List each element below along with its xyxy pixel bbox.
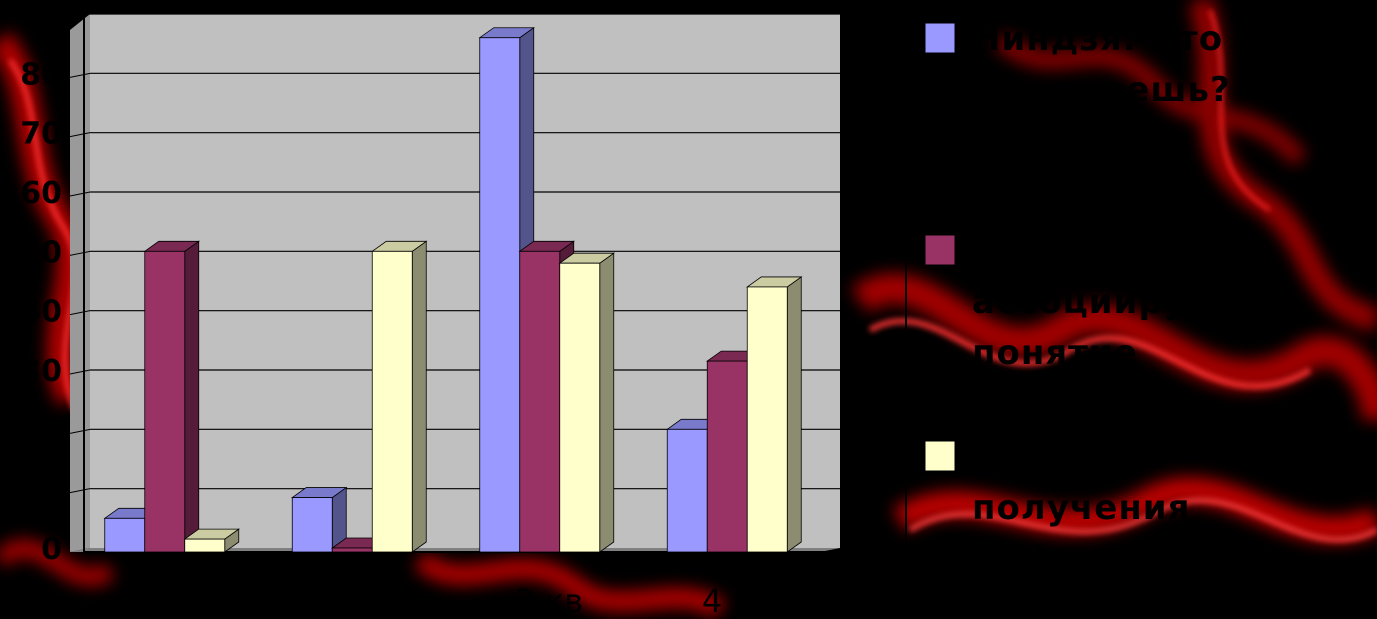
legend-swatch [924,234,956,266]
legend-label: "Ниндзя" [972,384,1160,424]
bar [746,276,803,553]
bar [143,240,200,553]
bar [183,528,240,553]
legend-label: Источник [972,437,1165,477]
gridline-side [69,250,91,256]
gridline-side [69,13,91,19]
y-tick-label: 80 [20,57,62,92]
bar [558,252,615,553]
y-tick-label: 20 [20,413,62,448]
plot-side-wall [70,14,90,552]
x-tick-label: 4 кв [702,582,771,619]
gridline-side [69,310,91,316]
legend-label: ассоциируется [972,282,1276,322]
x-tick-label: 1 кв [139,582,208,619]
legend-label: Ниндзя. Что ты о [972,19,1326,59]
legend-label: С чем [972,231,1088,271]
legend-label: них знаешь? [972,70,1231,110]
x-tick-label: 2 кв [327,582,396,619]
legend-label: получения [972,488,1190,528]
legend-swatch [924,22,956,54]
y-tick-label: 40 [20,295,62,330]
legend-label: понятие [972,333,1138,373]
legend-swatch [924,440,956,472]
bar [291,486,348,553]
gridline-side [69,428,91,434]
gridline-side [69,488,91,494]
y-tick-label: 0 [41,532,62,567]
gridline-side [69,72,91,78]
y-tick-label: 60 [20,176,62,211]
y-tick-label: 30 [20,354,62,389]
gridline-side [69,132,91,138]
legend-label: Ниндзя [972,590,1123,619]
bar [371,240,428,553]
y-tick-label: 10 [20,473,62,508]
y-tick-label: 50 [20,235,62,270]
x-tick-label: 3 кв [514,582,583,619]
legend-label: информации о [972,539,1272,579]
legend: Ниндзя. Что ты о них знаешь? С чем ассоциир… [924,19,1326,619]
gridline-side [69,369,91,375]
y-tick-label: 70 [20,117,62,152]
y-tick-label: 90 [20,0,62,33]
gridline-side [69,191,91,197]
